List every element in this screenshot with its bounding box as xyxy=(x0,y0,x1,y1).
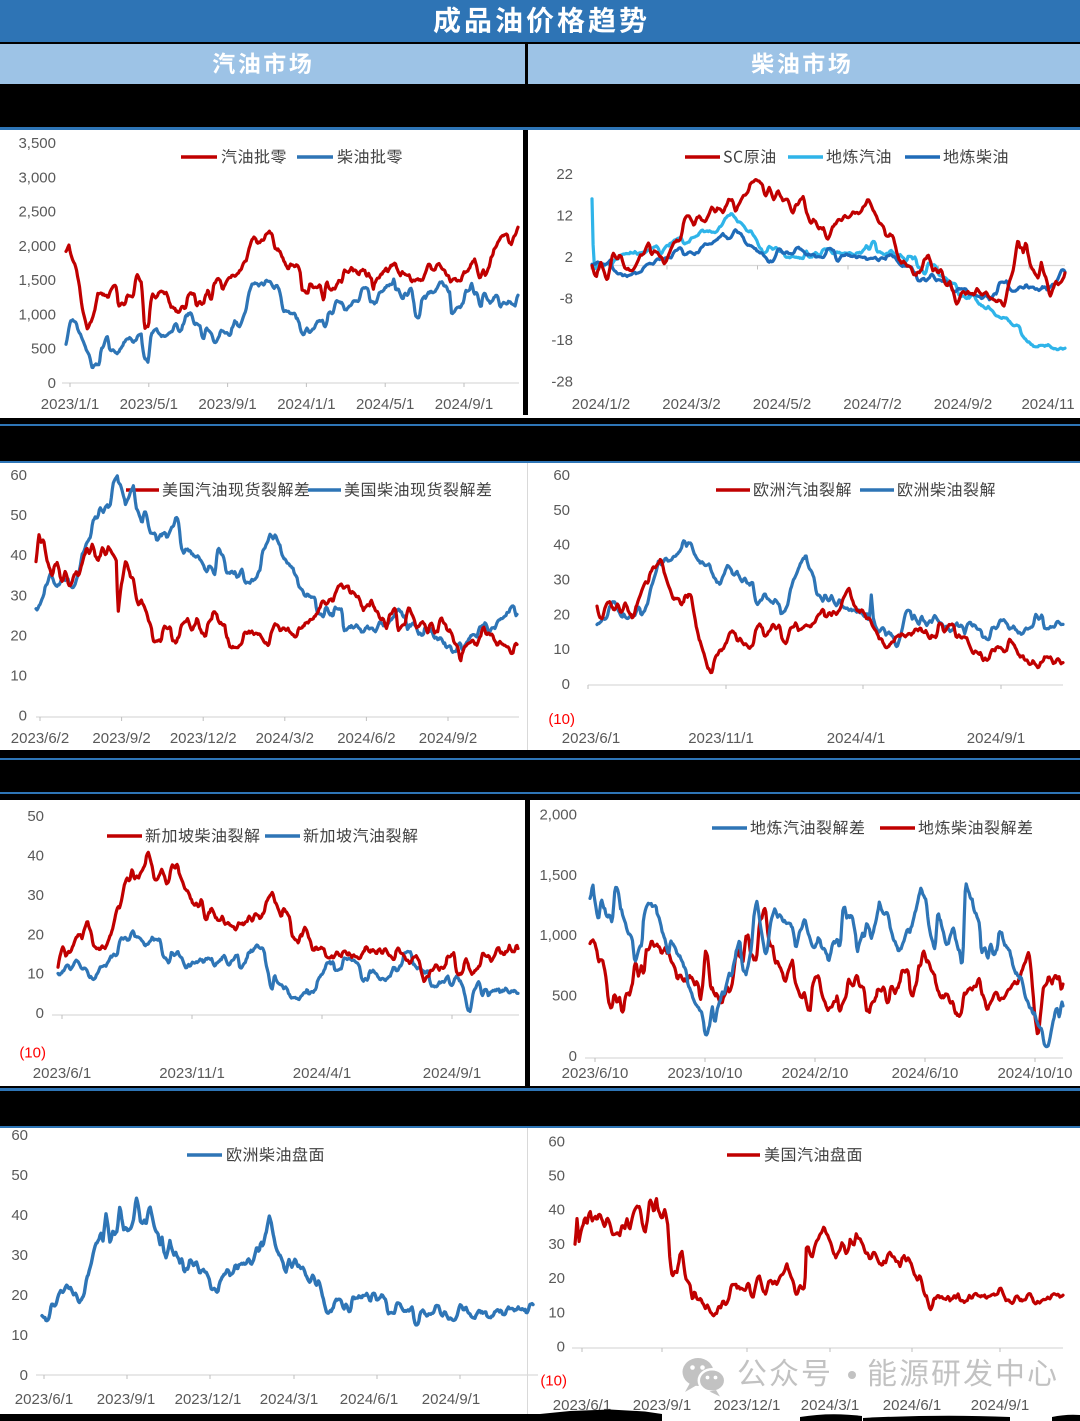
svg-text:40: 40 xyxy=(10,547,27,564)
svg-text:1,000: 1,000 xyxy=(539,927,577,944)
svg-text:2024/10/10: 2024/10/10 xyxy=(997,1065,1072,1082)
svg-text:60: 60 xyxy=(10,467,27,484)
svg-text:2024/5/1: 2024/5/1 xyxy=(356,396,414,413)
svg-text:60: 60 xyxy=(11,1127,28,1144)
svg-text:2024/11: 2024/11 xyxy=(1021,396,1074,413)
svg-text:0: 0 xyxy=(557,1339,565,1356)
svg-text:60: 60 xyxy=(553,467,570,484)
svg-text:10: 10 xyxy=(10,667,27,684)
svg-text:20: 20 xyxy=(11,1287,28,1304)
svg-text:50: 50 xyxy=(553,502,570,519)
svg-text:2023/6/1: 2023/6/1 xyxy=(15,1391,73,1408)
svg-text:12: 12 xyxy=(556,208,573,225)
svg-text:2024/7/2: 2024/7/2 xyxy=(843,396,901,413)
svg-text:2023/5/1: 2023/5/1 xyxy=(120,396,178,413)
svg-text:2024/4/1: 2024/4/1 xyxy=(827,730,885,747)
svg-text:2024/6/2: 2024/6/2 xyxy=(337,730,395,747)
svg-text:1,500: 1,500 xyxy=(539,867,577,884)
svg-text:30: 30 xyxy=(548,1236,565,1253)
svg-text:500: 500 xyxy=(31,341,56,358)
svg-text:50: 50 xyxy=(548,1168,565,1185)
svg-text:2023/12/2: 2023/12/2 xyxy=(170,730,237,747)
svg-text:30: 30 xyxy=(11,1247,28,1264)
svg-text:2023/1/1: 2023/1/1 xyxy=(41,396,99,413)
svg-text:-28: -28 xyxy=(551,374,573,391)
svg-text:-18: -18 xyxy=(551,332,573,349)
svg-text:2023/10/10: 2023/10/10 xyxy=(667,1065,742,1082)
svg-text:20: 20 xyxy=(548,1270,565,1287)
svg-text:2024/9/2: 2024/9/2 xyxy=(419,730,477,747)
svg-text:1,000: 1,000 xyxy=(18,306,56,323)
svg-text:2023/6/1: 2023/6/1 xyxy=(562,730,620,747)
svg-text:40: 40 xyxy=(548,1202,565,1219)
svg-text:2024/6/10: 2024/6/10 xyxy=(892,1065,959,1082)
svg-text:(10): (10) xyxy=(540,1373,567,1390)
svg-text:30: 30 xyxy=(27,887,44,904)
svg-text:(10): (10) xyxy=(19,1044,46,1061)
svg-text:2024/3/1: 2024/3/1 xyxy=(801,1397,859,1414)
svg-text:2023/6/1: 2023/6/1 xyxy=(33,1065,91,1082)
svg-text:50: 50 xyxy=(10,507,27,524)
svg-text:2024/9/1: 2024/9/1 xyxy=(435,396,493,413)
svg-text:2024/9/1: 2024/9/1 xyxy=(967,730,1025,747)
svg-text:2024/3/2: 2024/3/2 xyxy=(256,730,314,747)
svg-text:2023/11/1: 2023/11/1 xyxy=(159,1065,225,1082)
svg-text:2024/5/2: 2024/5/2 xyxy=(753,396,811,413)
svg-text:2023/11/1: 2023/11/1 xyxy=(688,730,754,747)
svg-text:2,000: 2,000 xyxy=(539,806,577,823)
svg-text:40: 40 xyxy=(553,537,570,554)
svg-text:2023/9/1: 2023/9/1 xyxy=(97,1391,155,1408)
svg-text:2023/12/1: 2023/12/1 xyxy=(714,1397,781,1414)
svg-text:500: 500 xyxy=(552,988,577,1005)
svg-text:1,500: 1,500 xyxy=(18,272,56,289)
svg-text:50: 50 xyxy=(27,808,44,825)
svg-text:2024/6/1: 2024/6/1 xyxy=(340,1391,398,1408)
svg-text:2024/2/10: 2024/2/10 xyxy=(782,1065,849,1082)
svg-text:2024/6/1: 2024/6/1 xyxy=(883,1397,941,1414)
svg-text:0: 0 xyxy=(48,375,56,392)
svg-text:0: 0 xyxy=(19,708,27,725)
svg-text:2023/6/10: 2023/6/10 xyxy=(562,1065,629,1082)
svg-text:2024/9/1: 2024/9/1 xyxy=(423,1065,481,1082)
svg-text:2024/9/1: 2024/9/1 xyxy=(422,1391,480,1408)
svg-text:2024/3/2: 2024/3/2 xyxy=(662,396,720,413)
svg-text:2: 2 xyxy=(565,249,573,266)
svg-text:2,000: 2,000 xyxy=(18,238,56,255)
svg-text:2023/6/1: 2023/6/1 xyxy=(553,1397,611,1414)
svg-text:0: 0 xyxy=(562,676,570,693)
svg-text:60: 60 xyxy=(548,1133,565,1150)
svg-text:2023/12/1: 2023/12/1 xyxy=(175,1391,242,1408)
svg-text:30: 30 xyxy=(553,572,570,589)
svg-text:20: 20 xyxy=(10,627,27,644)
svg-text:2024/9/2: 2024/9/2 xyxy=(934,396,992,413)
svg-text:2024/1/2: 2024/1/2 xyxy=(572,396,630,413)
svg-text:3,500: 3,500 xyxy=(18,135,56,152)
svg-text:20: 20 xyxy=(553,606,570,623)
svg-text:10: 10 xyxy=(553,641,570,658)
svg-text:(10): (10) xyxy=(548,711,575,728)
svg-text:2023/9/1: 2023/9/1 xyxy=(633,1397,691,1414)
svg-text:2024/3/1: 2024/3/1 xyxy=(260,1391,318,1408)
svg-text:40: 40 xyxy=(11,1207,28,1224)
svg-text:3,000: 3,000 xyxy=(18,169,56,186)
svg-text:-8: -8 xyxy=(560,291,573,308)
svg-text:0: 0 xyxy=(36,1005,44,1022)
svg-text:2,500: 2,500 xyxy=(18,204,56,221)
svg-text:2023/9/1: 2023/9/1 xyxy=(198,396,256,413)
svg-text:10: 10 xyxy=(11,1327,28,1344)
svg-text:0: 0 xyxy=(20,1367,28,1384)
svg-text:2024/9/1: 2024/9/1 xyxy=(971,1397,1029,1414)
svg-text:20: 20 xyxy=(27,926,44,943)
svg-text:2024/4/1: 2024/4/1 xyxy=(293,1065,351,1082)
svg-text:2023/9/2: 2023/9/2 xyxy=(92,730,150,747)
svg-text:50: 50 xyxy=(11,1167,28,1184)
svg-text:2024/1/1: 2024/1/1 xyxy=(277,396,335,413)
svg-text:22: 22 xyxy=(556,166,573,183)
svg-text:2023/6/2: 2023/6/2 xyxy=(11,730,69,747)
svg-text:10: 10 xyxy=(27,966,44,983)
svg-text:30: 30 xyxy=(10,587,27,604)
svg-text:0: 0 xyxy=(569,1048,577,1065)
svg-text:10: 10 xyxy=(548,1304,565,1321)
svg-text:40: 40 xyxy=(27,848,44,865)
